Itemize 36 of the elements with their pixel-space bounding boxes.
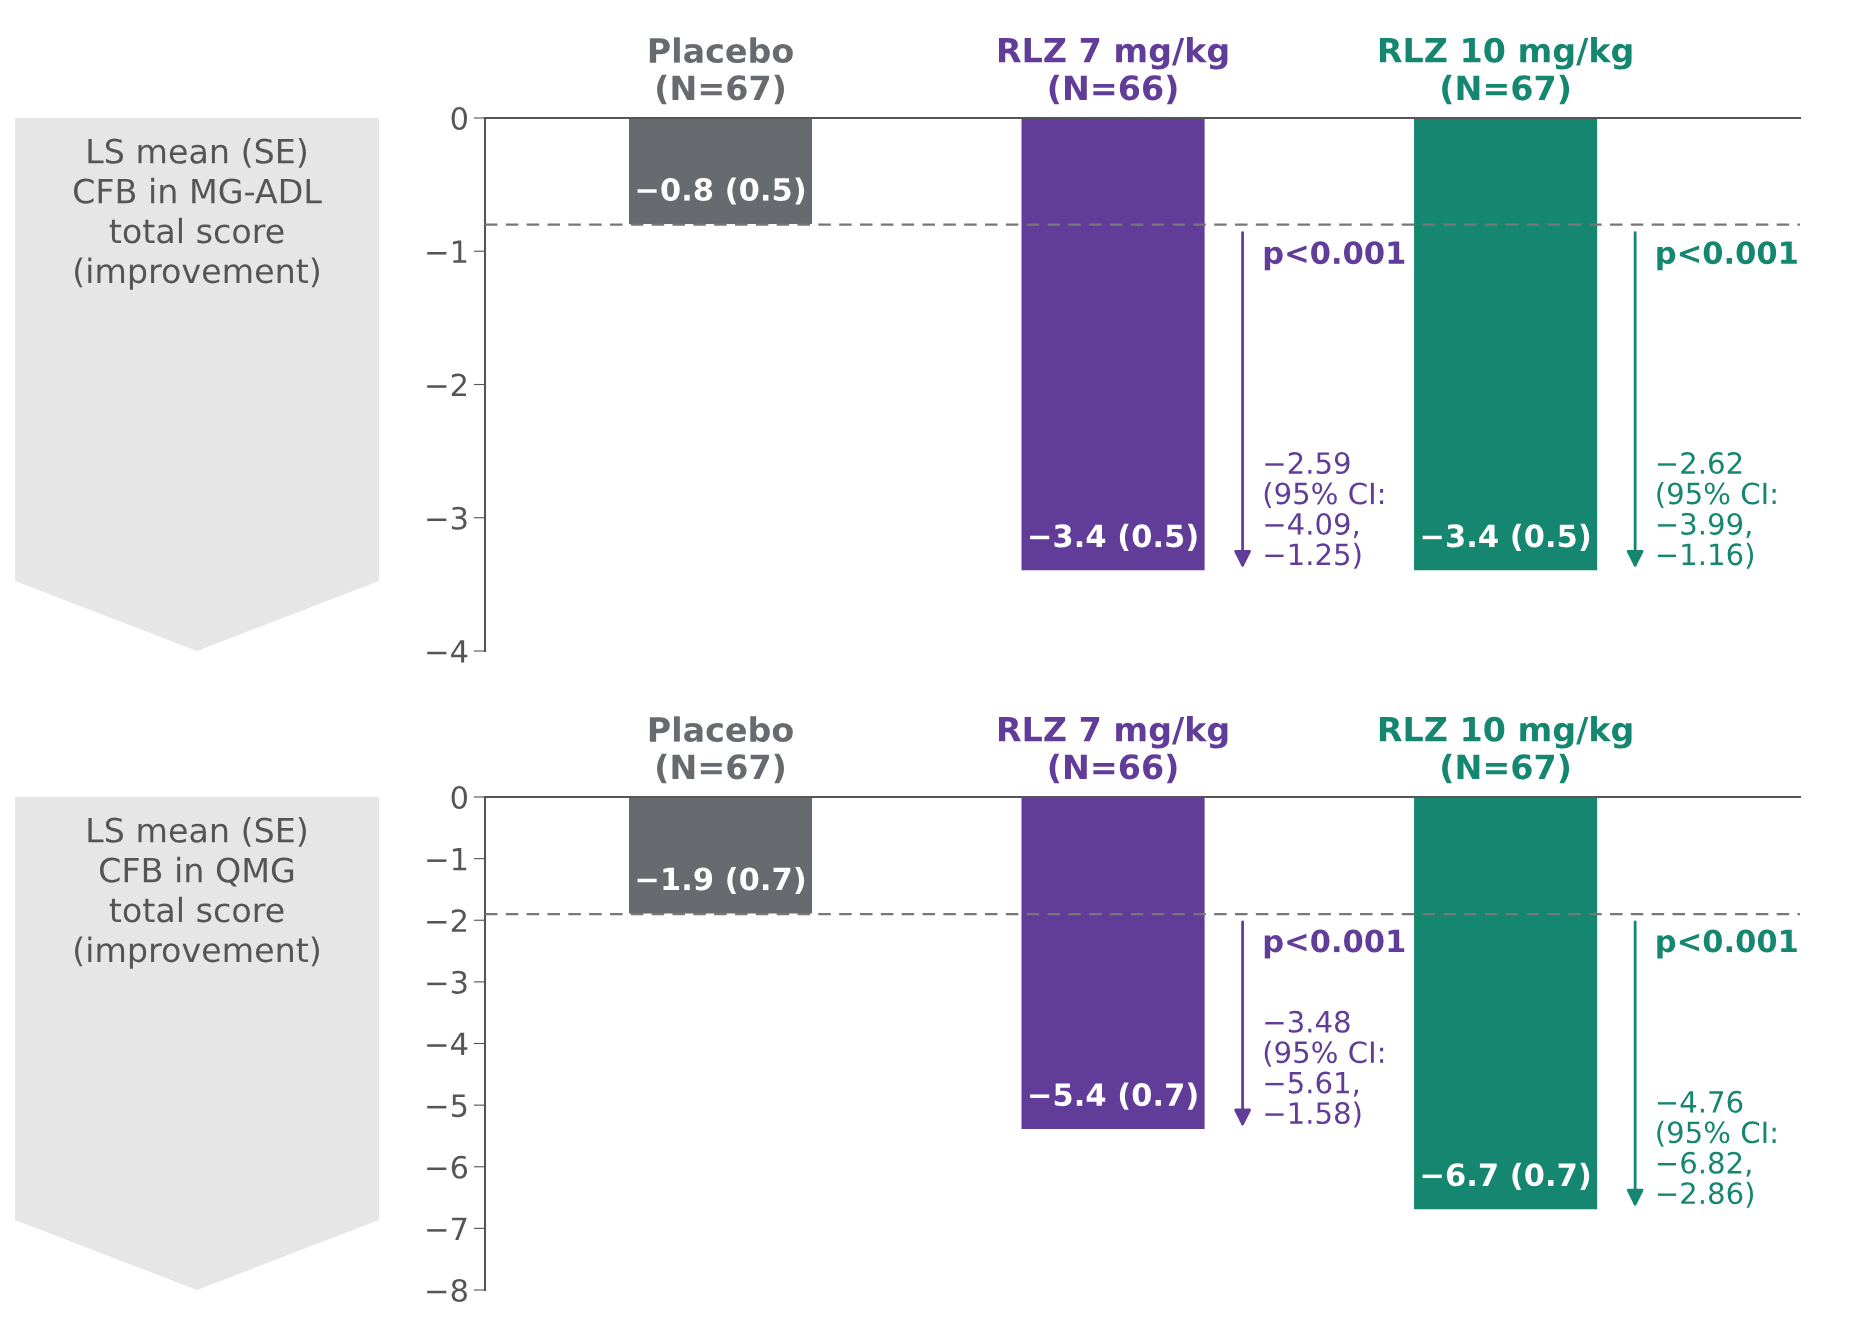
y-tick-label: −6 <box>427 1155 468 1179</box>
annotation: −3.48 (95% CI: −5.61, −1.58) <box>1264 1010 1384 1128</box>
annotation: −4.76 (95% CI: −6.82, −2.86) <box>1657 1090 1776 1208</box>
annotation: p<0.001 <box>1657 241 1797 271</box>
data-label: −3.4 (0.5) <box>1030 523 1197 552</box>
x-tick-label: RLZ 7 mg/kg (N=66) <box>998 37 1228 105</box>
y-tick-label: −1 <box>427 847 467 871</box>
y-axis-title: LS mean (SE) CFB in QMG total score (improvement) <box>75 817 319 969</box>
data-label: −0.8 (0.5) <box>637 177 805 205</box>
y-tick-label: 0 <box>451 785 467 810</box>
y-tick-label: −1 <box>427 240 467 263</box>
y-tick-label: −5 <box>427 1094 467 1118</box>
data-label: −1.9 (0.7) <box>637 866 805 895</box>
x-tick-label: RLZ 10 mg/kg (N=67) <box>1379 716 1632 784</box>
x-tick-label: Placebo (N=67) <box>649 37 793 105</box>
annotation: p<0.001 <box>1657 929 1797 959</box>
y-tick-label: −2 <box>427 909 466 932</box>
x-tick-label: RLZ 7 mg/kg (N=66) <box>998 716 1228 784</box>
y-tick-label: −3 <box>427 970 467 994</box>
y-tick-label: −3 <box>427 506 467 530</box>
y-axis-title: LS mean (SE) CFB in MG-ADL total score (improvement) <box>73 138 322 290</box>
annotation: −2.59 (95% CI: −4.09, −1.25) <box>1264 452 1384 569</box>
data-label: −3.4 (0.5) <box>1422 523 1590 552</box>
y-tick-label: −4 <box>427 1032 468 1056</box>
x-tick-label: Placebo (N=67) <box>649 716 793 784</box>
data-label: −5.4 (0.7) <box>1030 1082 1197 1110</box>
annotation: p<0.001 <box>1264 241 1405 271</box>
x-tick-label: RLZ 10 mg/kg (N=67) <box>1379 37 1632 105</box>
annotation: p<0.001 <box>1264 929 1405 959</box>
data-label: −6.7 (0.7) <box>1422 1162 1590 1190</box>
y-tick-label: −4 <box>427 640 468 663</box>
y-tick-label: −8 <box>427 1278 467 1303</box>
y-tick-label: −7 <box>427 1217 467 1240</box>
y-tick-label: 0 <box>451 106 467 131</box>
y-tick-label: −2 <box>427 373 466 397</box>
annotation: −2.62 (95% CI: −3.99, −1.16) <box>1657 452 1776 569</box>
